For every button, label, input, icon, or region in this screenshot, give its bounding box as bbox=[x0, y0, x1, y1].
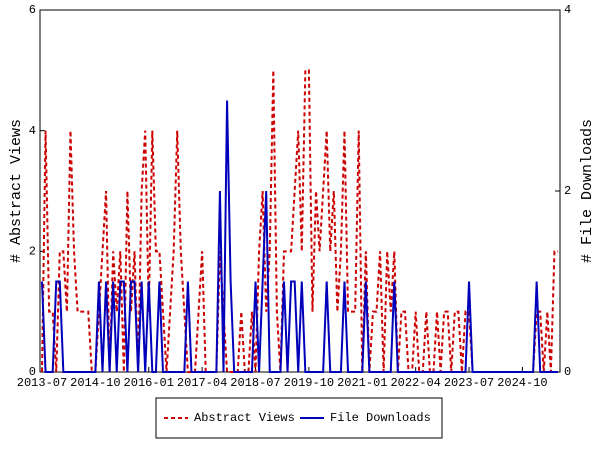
y-tick-label: 4 bbox=[29, 124, 36, 138]
x-tick-label: 2018-07 bbox=[230, 376, 280, 390]
x-tick-label: 2016-01 bbox=[124, 376, 174, 390]
y-tick-label: 2 bbox=[29, 245, 36, 259]
y2-tick-label: 4 bbox=[564, 3, 571, 17]
y-axis-label: # Abstract Views bbox=[8, 119, 25, 263]
y2-tick-label: 2 bbox=[564, 184, 571, 198]
x-tick-label: 2014-10 bbox=[70, 376, 120, 390]
x-tick-label: 2023-07 bbox=[444, 376, 494, 390]
legend bbox=[155, 397, 443, 439]
x-tick-label: 2019-10 bbox=[284, 376, 334, 390]
y2-axis-label: # File Downloads bbox=[579, 119, 596, 263]
x-tick-label: 2017-04 bbox=[177, 376, 227, 390]
legend-label: File Downloads bbox=[330, 411, 431, 425]
series-line bbox=[41, 100, 558, 373]
legend-label: Abstract Views bbox=[194, 411, 295, 425]
x-tick-label: 2013-07 bbox=[17, 376, 67, 390]
y2-tick-label: 0 bbox=[564, 365, 571, 379]
x-tick-label: 2021-01 bbox=[337, 376, 387, 390]
y-tick-label: 6 bbox=[29, 3, 36, 17]
y-tick-label: 0 bbox=[29, 365, 36, 379]
x-tick-label: 2022-04 bbox=[390, 376, 440, 390]
x-tick-label: 2024-10 bbox=[497, 376, 547, 390]
